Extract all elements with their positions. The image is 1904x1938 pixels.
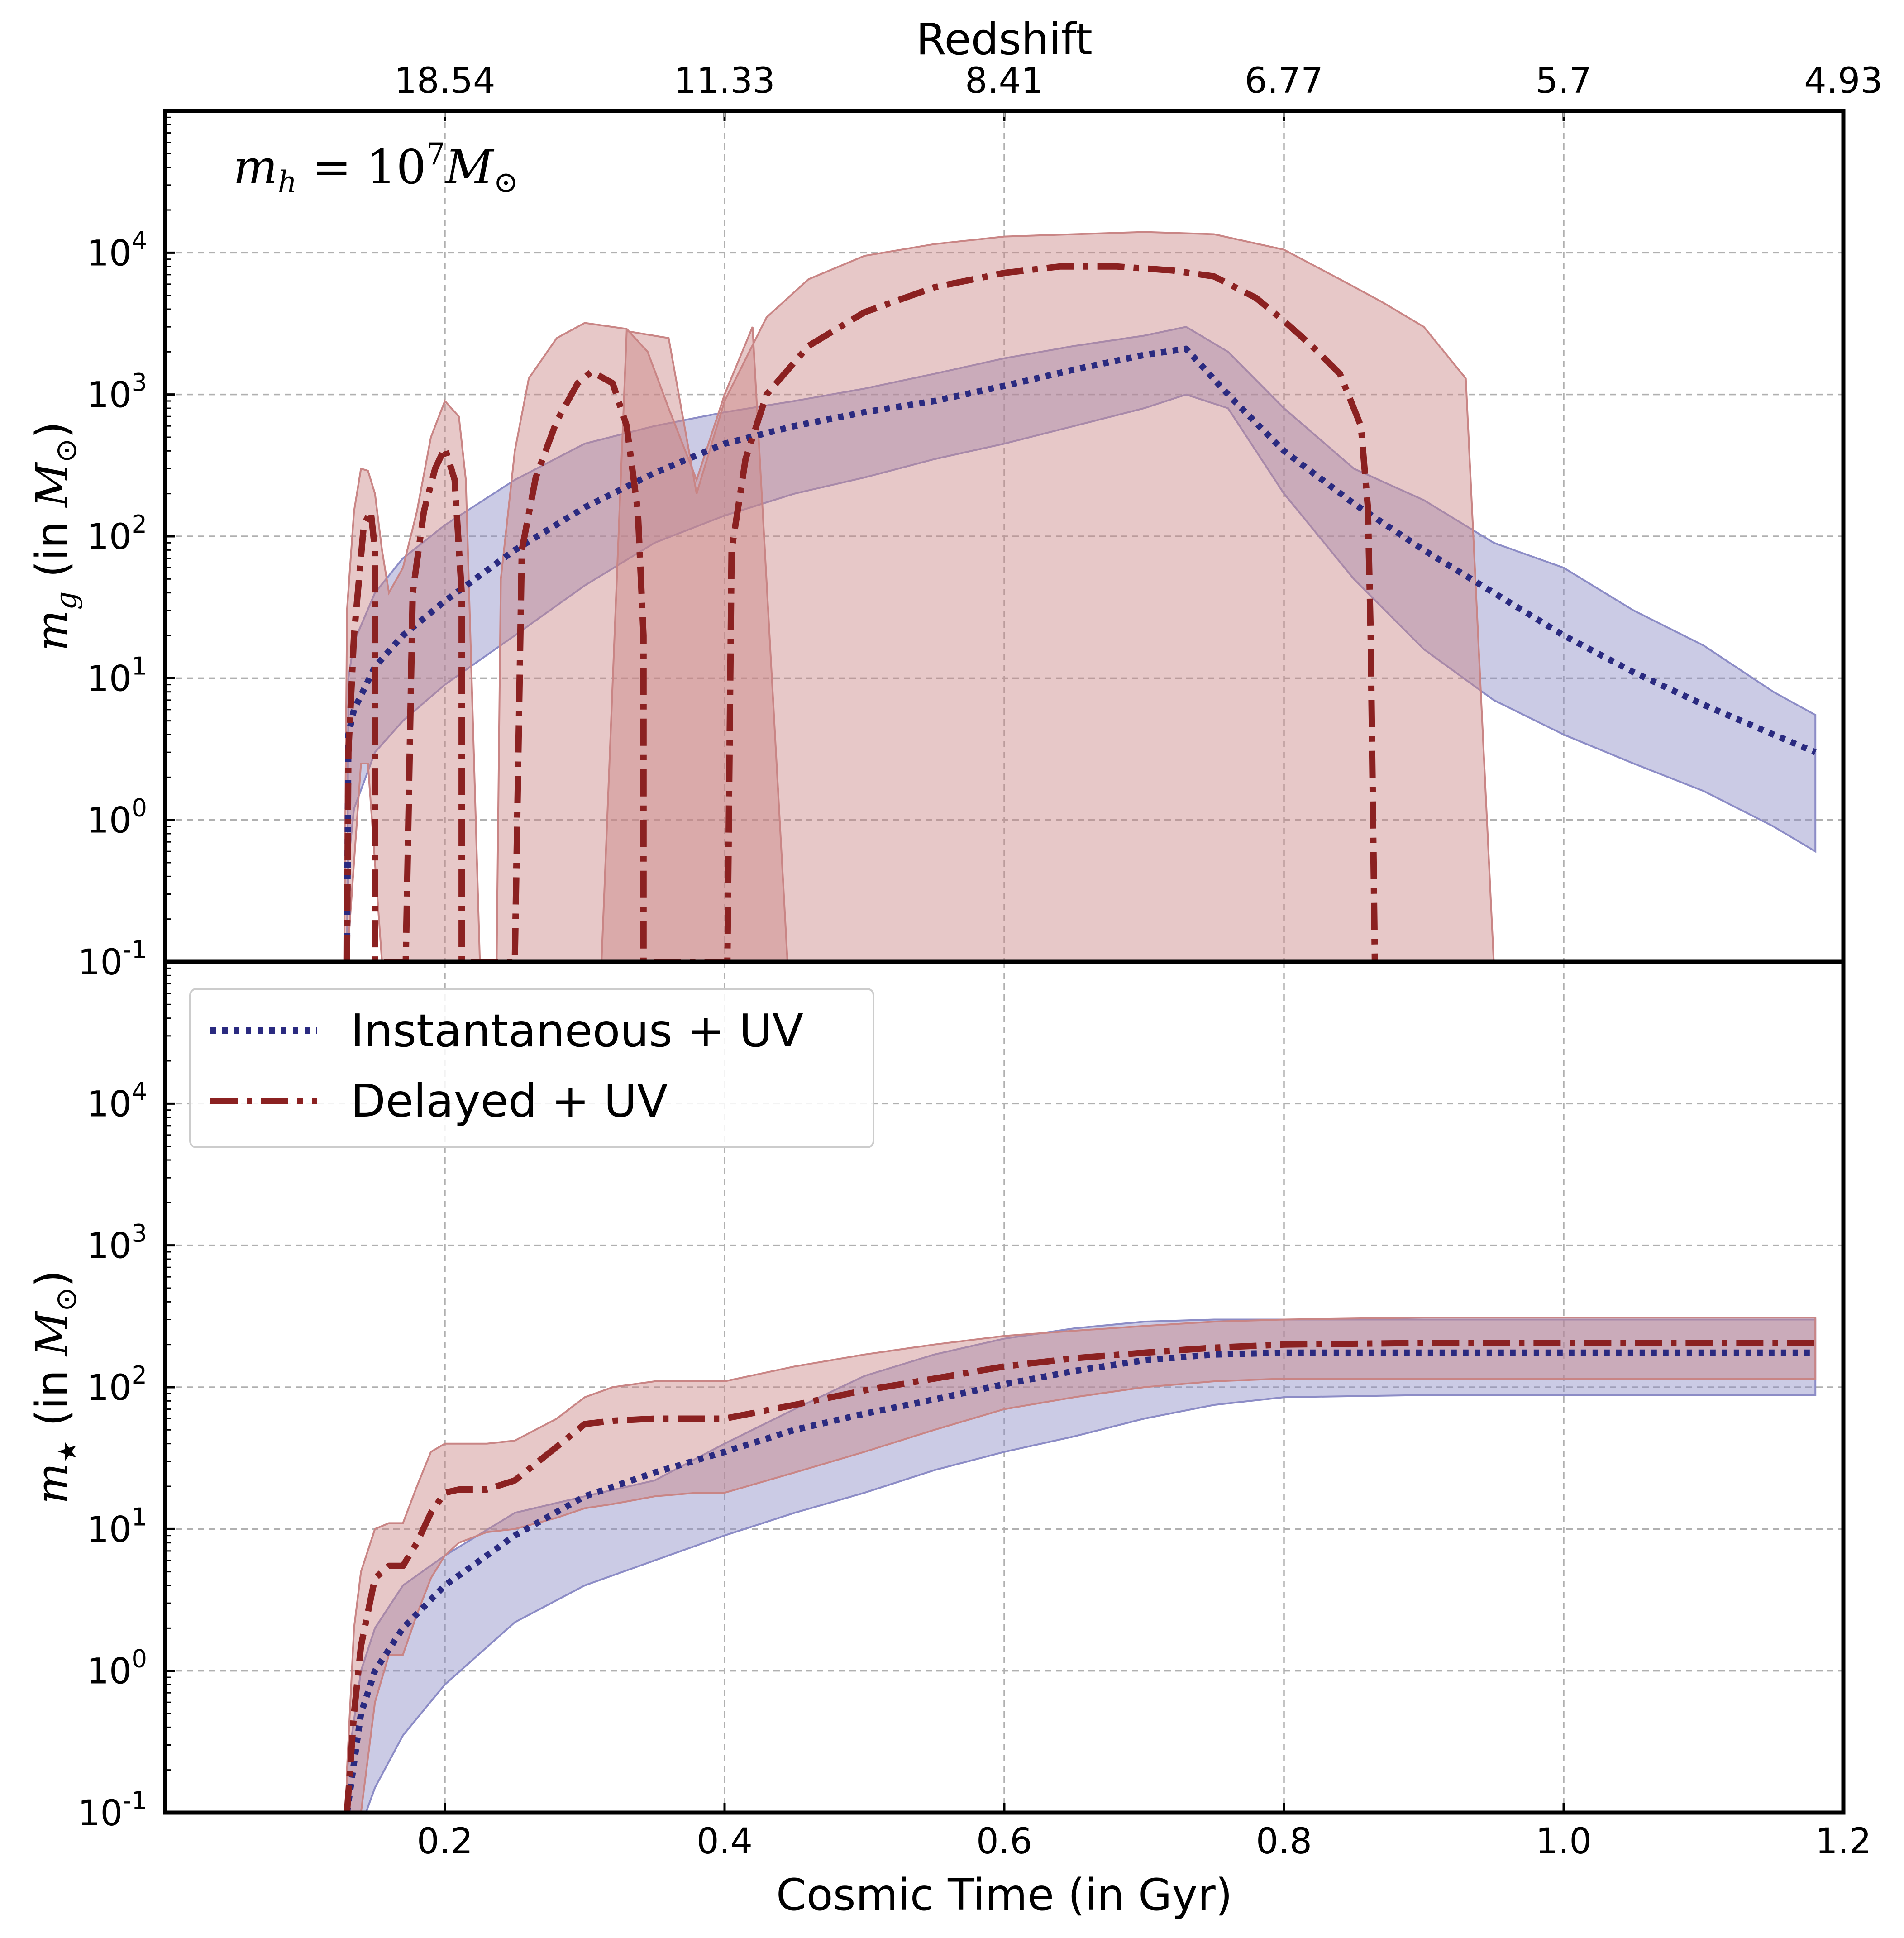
y-tick-label: 103 [86,1219,147,1267]
y-tick-label: 100 [86,1645,147,1692]
redshift-tick-label: 4.93 [1804,61,1883,101]
y-tick-label: 102 [86,1361,147,1408]
bottom-bands [346,1317,1817,1813]
x-tick-label: 0.8 [1256,1821,1312,1862]
instantaneous-band [346,326,1817,962]
legend-label-instantaneous: Instantaneous + UV [351,1004,803,1057]
delayed-band [346,1317,1817,1813]
bottom-panel-frame [163,959,1846,1815]
redshift-tick-labels: 18.54 11.33 8.41 6.77 5.7 4.93 [394,61,1883,121]
redshift-tick-label: 8.41 [965,61,1044,101]
y-tick-label: 103 [86,368,147,416]
mass-annotation: mh = 107M⊙ [233,137,519,200]
y-tick-label: 102 [86,510,147,558]
instantaneous-band [346,1318,1817,1813]
redshift-tick-label: 6.77 [1245,61,1323,101]
redshift-tick-label: 5.7 [1536,61,1592,101]
legend-frame [189,988,874,1148]
x-tick-label: 1.0 [1536,1821,1592,1862]
redshift-tick-label: 18.54 [394,61,495,101]
y-tick-label: 10-1 [78,1786,147,1834]
y-tick-label: 101 [86,1503,147,1550]
top-y-ticks: 10-1 100 101 102 103 104 [78,116,175,983]
y-tick-label: 101 [86,652,147,699]
top-lines [344,263,1817,962]
redshift-tick-label: 11.33 [674,61,775,101]
bottom-lines [344,1340,1816,1813]
x-tick-label: 0.2 [417,1821,473,1862]
y-tick-label: 10-1 [78,936,147,983]
x-tick-label: 1.2 [1815,1821,1871,1862]
delayed-line [344,1340,1816,1813]
top-y-axis-label: mg (in M⊙) [27,421,83,651]
stellar-mass-panel: 10-1 100 101 102 103 104 0.2 0.4 0.6 0.8 1.0 1.2 m… [27,962,1871,1920]
instantaneous-line [344,1349,1816,1813]
top-axis-label: Redshift [916,14,1093,65]
legend: Instantaneous + UV Delayed + UV [189,988,874,1148]
bottom-y-ticks: 10-1 100 101 102 103 104 [78,967,175,1834]
y-tick-label: 100 [86,794,147,841]
delayed-line [344,263,1378,962]
bottom-y-axis-label: m★ (in M⊙) [27,1270,83,1504]
instantaneous-line [344,345,1817,962]
delayed-band [601,231,1495,962]
legend-label-delayed: Delayed + UV [351,1074,668,1127]
y-tick-label: 104 [86,226,147,274]
x-tick-labels: 0.2 0.4 0.6 0.8 1.0 1.2 [417,1803,1871,1862]
x-tick-label: 0.6 [976,1821,1032,1862]
gas-mass-panel: 10-1 100 101 102 103 104 mh = 107M⊙ mg (in M⊙… [27,111,1843,983]
top-grid [165,111,1843,962]
x-axis-label: Cosmic Time (in Gyr) [776,1870,1232,1920]
y-tick-label: 104 [86,1077,147,1125]
x-tick-label: 0.4 [697,1821,753,1862]
